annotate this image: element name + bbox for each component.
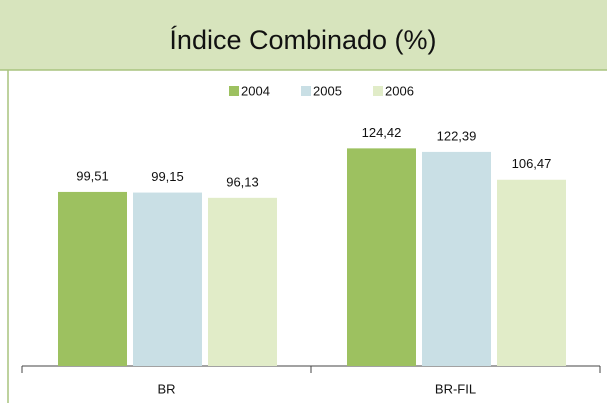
value-label: 106,47 [512,156,552,171]
bar [58,191,127,366]
value-label: 124,42 [362,125,402,140]
x-tick-label: BR-FIL [435,381,476,396]
value-label: 122,39 [437,128,477,143]
value-label: 96,13 [226,174,259,189]
header-band [0,0,607,70]
bar [347,148,416,366]
x-tick-label: BR [157,381,175,396]
bar [422,151,491,366]
legend-swatch [373,86,383,96]
legend-label: 2005 [313,83,342,98]
legend-swatch [229,86,239,96]
legend-label: 2004 [241,83,270,98]
bar [208,197,277,366]
bar [133,192,202,366]
value-label: 99,51 [76,168,109,183]
value-label: 99,15 [151,169,184,184]
chart-title: Índice Combinado (%) [169,25,436,55]
legend-label: 2006 [385,83,414,98]
bar [497,179,566,366]
legend-swatch [301,86,311,96]
